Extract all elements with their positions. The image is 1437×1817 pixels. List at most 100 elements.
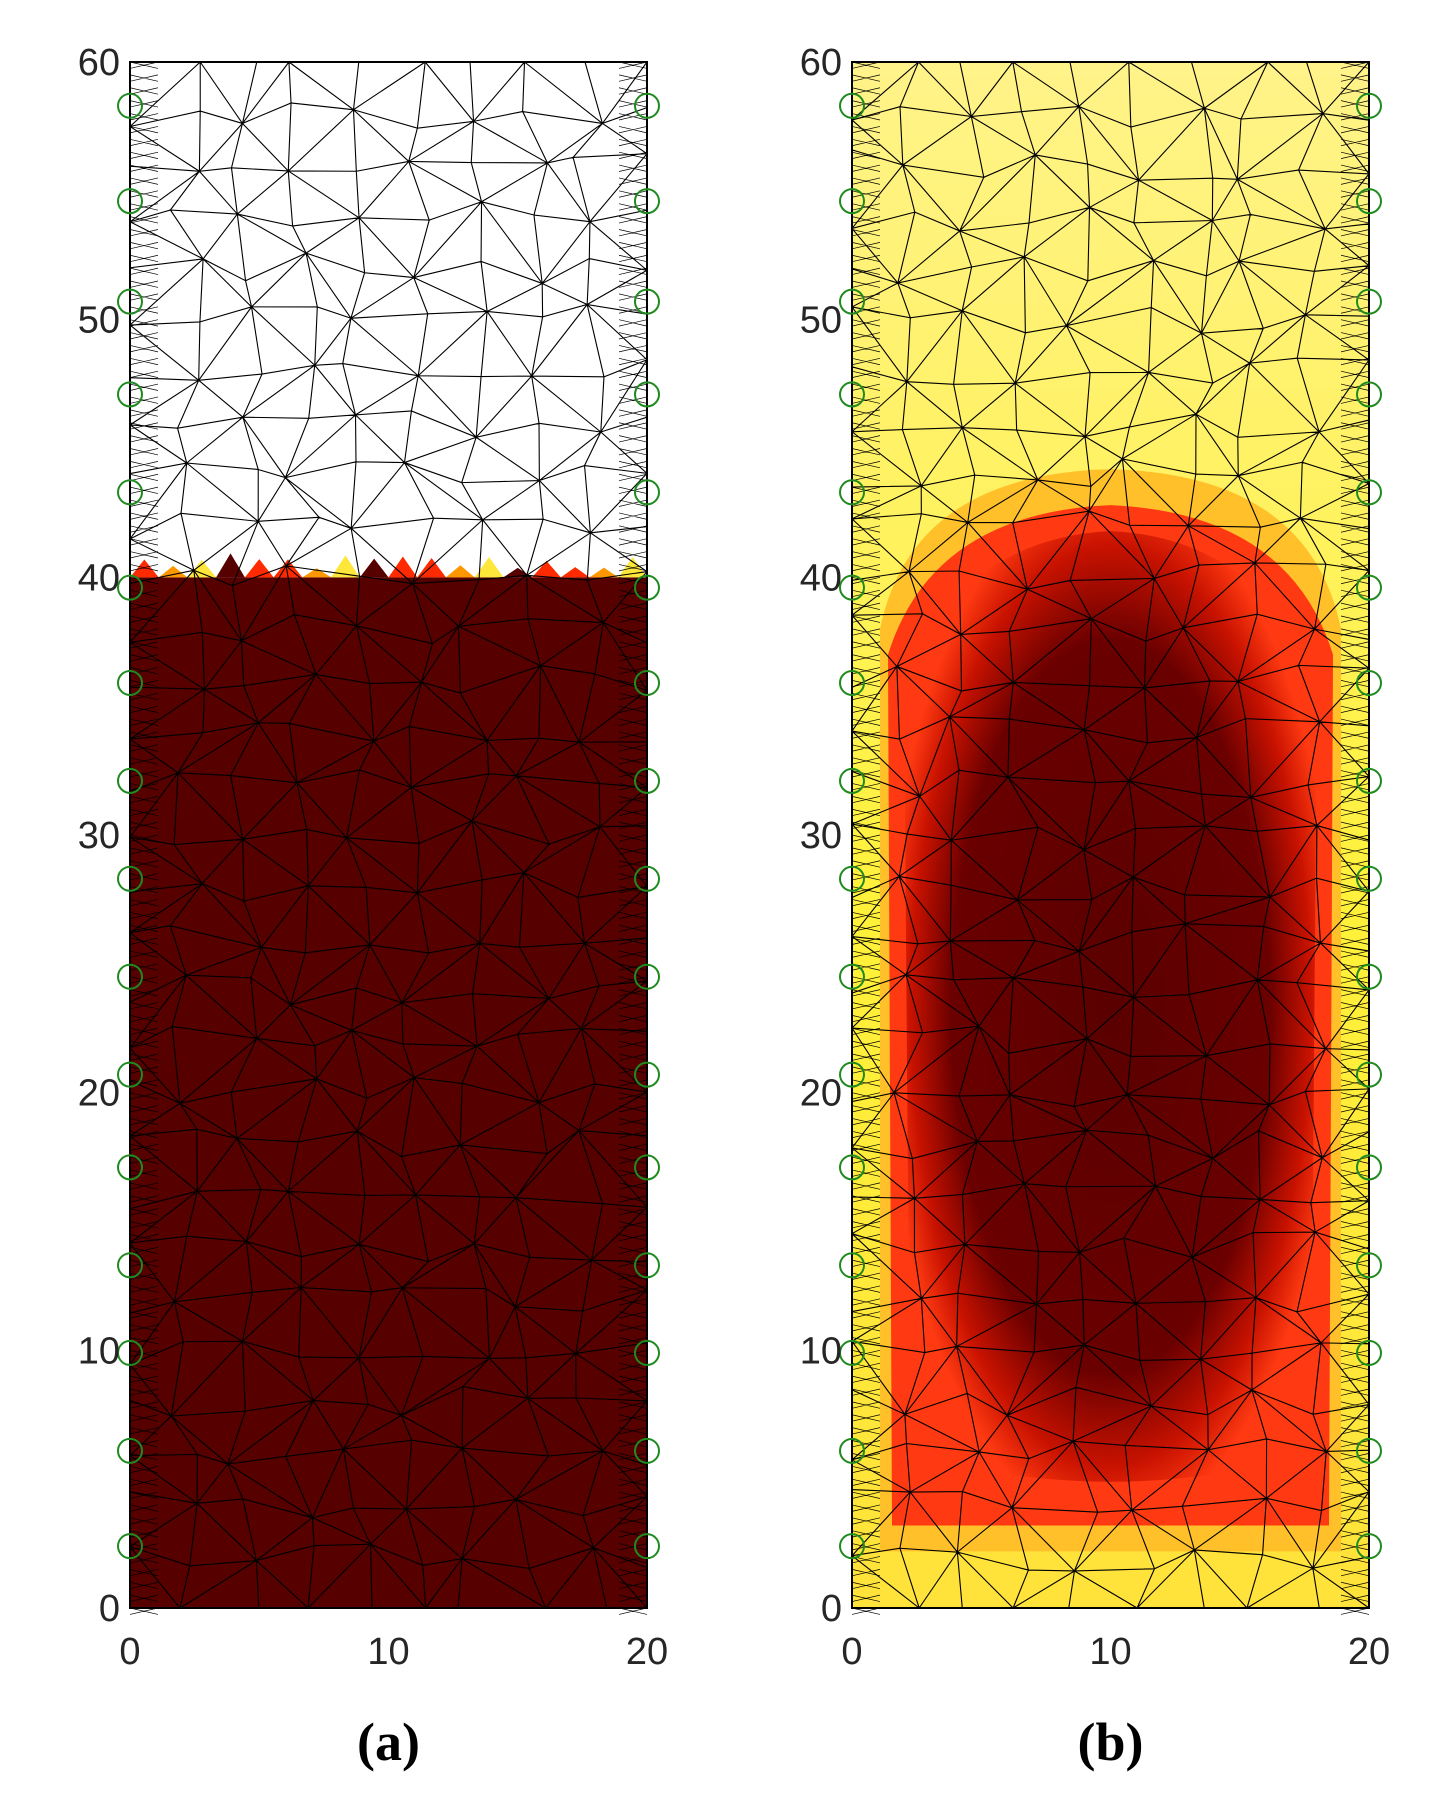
sensor-left	[117, 1437, 143, 1464]
sensor-left	[839, 574, 865, 601]
sensor-right	[1356, 1339, 1382, 1366]
y-tick-label: 30	[78, 815, 120, 857]
sensor-right	[634, 767, 660, 794]
boundary-element	[589, 567, 619, 578]
sensor-left	[839, 963, 865, 990]
boundary-element	[130, 559, 159, 578]
boundary-element	[158, 565, 188, 578]
sensor-right	[1356, 574, 1382, 601]
panel-b-x-ticks: 0 10 20	[841, 1631, 1390, 1673]
panel-a-mesh	[129, 61, 648, 1615]
sensor-right	[634, 92, 660, 119]
sensor-left	[117, 1533, 143, 1560]
sensor-left	[117, 865, 143, 892]
panel-b-label: (b)	[1078, 1712, 1144, 1772]
panel-b-mesh	[851, 61, 1370, 1615]
y-tick-label: 40	[800, 557, 842, 599]
boundary-element	[302, 568, 332, 578]
sensor-right	[1356, 381, 1382, 408]
sensor-right	[1356, 767, 1382, 794]
sensor-left	[839, 479, 865, 506]
sensor-left	[117, 574, 143, 601]
sensor-left	[839, 188, 865, 215]
y-tick-label: 10	[78, 1330, 120, 1372]
sensor-right	[1356, 669, 1382, 696]
sensor-right	[1356, 963, 1382, 990]
boundary-element	[331, 555, 360, 578]
sensor-left	[839, 381, 865, 408]
y-tick-label: 40	[78, 557, 120, 599]
sensor-left	[117, 479, 143, 506]
sensor-right	[1356, 1061, 1382, 1088]
x-tick-label: 20	[1348, 1631, 1390, 1673]
panel-b: 0 10 20 0 10 20 30 40 50 60 (b)	[800, 42, 1390, 1772]
panel-b-y-ticks: 0 10 20 30 40 50 60	[800, 42, 842, 1630]
panel-b-field	[852, 62, 1369, 1608]
sensor-left	[117, 767, 143, 794]
mesh-dense-edge	[129, 61, 648, 1615]
sensor-right	[1356, 188, 1382, 215]
mesh-dense-edge	[851, 61, 1370, 1615]
sensor-left	[839, 1533, 865, 1560]
sensor-left	[117, 288, 143, 315]
y-tick-label: 50	[800, 300, 842, 342]
sensor-left	[839, 92, 865, 119]
sensor-right	[634, 963, 660, 990]
sensor-right	[634, 1154, 660, 1181]
sensor-left	[839, 865, 865, 892]
y-tick-label: 60	[800, 42, 842, 84]
x-tick-label: 0	[841, 1631, 862, 1673]
boundary-element	[445, 565, 475, 578]
sensor-right	[634, 669, 660, 696]
sensor-right	[1356, 1437, 1382, 1464]
sensor-left	[117, 92, 143, 119]
sensor-left	[839, 1437, 865, 1464]
panel-b-sensors	[839, 92, 1382, 1560]
boundary-element	[560, 567, 590, 578]
sensor-right	[634, 381, 660, 408]
boundary-element	[532, 560, 561, 578]
mesh-lines	[851, 61, 1370, 1609]
panel-a: 0 10 20 0 10 20 30 40 50 60 (a)	[78, 42, 668, 1772]
boundary-element	[388, 556, 418, 578]
sensor-right	[634, 865, 660, 892]
panel-a-frame	[129, 61, 648, 1609]
panel-a-sensors	[117, 92, 660, 1560]
sensor-left	[117, 963, 143, 990]
boundary-element	[359, 558, 389, 578]
y-tick-label: 10	[800, 1330, 842, 1372]
sensor-right	[1356, 1252, 1382, 1279]
field-core	[904, 530, 1317, 1482]
sensor-right	[1356, 288, 1382, 315]
sensor-left	[117, 669, 143, 696]
sensor-left	[839, 767, 865, 794]
sensor-right	[634, 288, 660, 315]
sensor-left	[839, 669, 865, 696]
x-tick-label: 20	[626, 1631, 668, 1673]
sensor-right	[634, 479, 660, 506]
sensor-left	[117, 381, 143, 408]
panel-b-frame	[851, 61, 1370, 1609]
sensor-right	[1356, 1533, 1382, 1560]
sensor-right	[634, 1061, 660, 1088]
y-tick-label: 50	[78, 300, 120, 342]
sensor-left	[839, 1061, 865, 1088]
sensor-right	[634, 1533, 660, 1560]
x-tick-label: 10	[1089, 1631, 1131, 1673]
boundary-element	[474, 557, 504, 578]
sensor-right	[634, 1437, 660, 1464]
sensor-left	[839, 1339, 865, 1366]
sensor-right	[634, 1252, 660, 1279]
mesh-lines	[129, 61, 648, 1609]
sensor-left	[117, 188, 143, 215]
sensor-right	[1356, 92, 1382, 119]
sensor-right	[1356, 865, 1382, 892]
sensor-left	[839, 1154, 865, 1181]
y-tick-label: 0	[821, 1588, 842, 1630]
sensor-left	[839, 1252, 865, 1279]
y-tick-label: 0	[99, 1588, 120, 1630]
x-tick-label: 10	[367, 1631, 409, 1673]
sensor-left	[117, 1154, 143, 1181]
panel-a-y-ticks: 0 10 20 30 40 50 60	[78, 42, 120, 1630]
